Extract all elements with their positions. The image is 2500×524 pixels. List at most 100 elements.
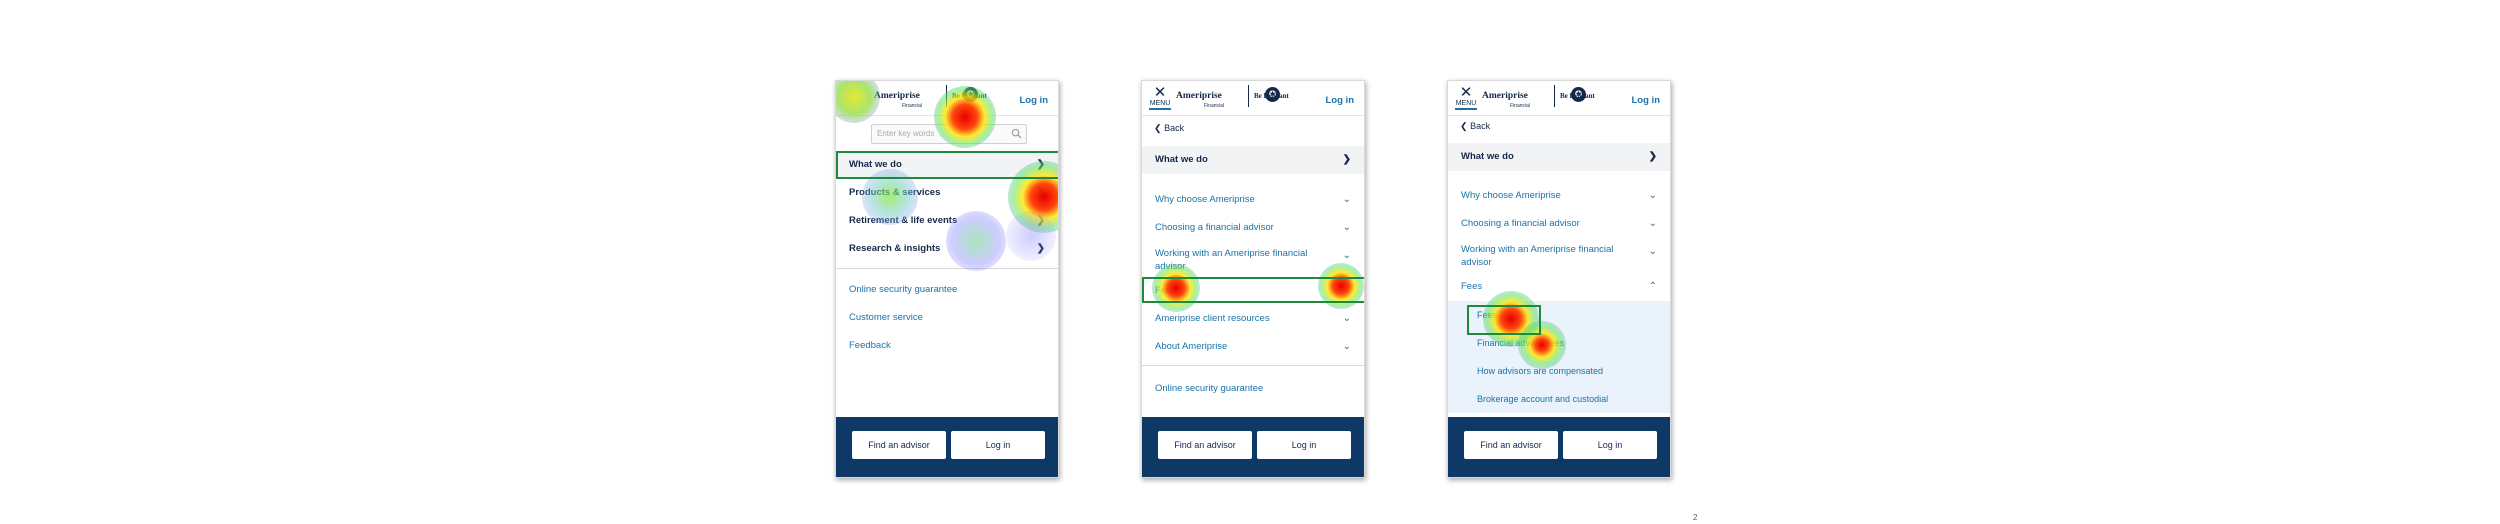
logo-wordmark: Ameriprise <box>1176 91 1222 101</box>
find-advisor-button[interactable]: Find an advisor <box>1464 431 1558 459</box>
brand-tagline: Be Brilliant <box>1554 85 1595 107</box>
link-label: Feedback <box>849 340 891 351</box>
link-online-security[interactable]: Online security guarantee <box>1142 375 1364 403</box>
chevron-right-icon: ❯ <box>1648 151 1657 162</box>
back-label: Back <box>1470 121 1491 131</box>
item-about[interactable]: About Ameriprise ⌄ <box>1142 333 1364 361</box>
search-icon[interactable] <box>1011 128 1022 139</box>
site-header: Ameriprise Financial ✪ Be Brilliant Log … <box>836 81 1058 116</box>
find-advisor-button[interactable]: Find an advisor <box>852 431 946 459</box>
item-fees[interactable]: Fees ⌄ <box>1142 277 1364 305</box>
brand-tagline: Be Brilliant <box>946 85 987 107</box>
header-login-link[interactable]: Log in <box>1631 95 1661 106</box>
section-label: What we do <box>1461 151 1514 162</box>
link-feedback[interactable]: Feedback <box>836 332 1058 360</box>
subitem-label: Financial advisor fees <box>1477 338 1565 348</box>
chevron-down-icon: ⌄ <box>1342 341 1351 352</box>
close-icon: ✕ <box>1153 84 1167 101</box>
chevron-down-icon: ⌄ <box>1342 285 1351 296</box>
item-working-advisor[interactable]: Working with an Ameriprise financial adv… <box>1142 242 1364 276</box>
link-label: Customer service <box>849 312 923 323</box>
close-icon: ✕ <box>1459 84 1473 101</box>
menu-label: MENU <box>1455 100 1477 110</box>
nav-what-we-do[interactable]: What we do ❯ <box>836 151 1058 179</box>
footer-login-button[interactable]: Log in <box>1257 431 1351 459</box>
chevron-left-icon: ❮ <box>1460 121 1468 131</box>
logo-wordmark: Ameriprise <box>874 91 920 101</box>
item-label: Fees <box>1155 285 1177 296</box>
subitem-financial-advisor-fees[interactable]: Financial advisor fees <box>1448 329 1670 357</box>
chevron-left-icon: ❮ <box>1154 123 1162 133</box>
subitem-brokerage-custodial[interactable]: Brokerage account and custodial <box>1448 385 1670 413</box>
footer-login-button[interactable]: Log in <box>951 431 1045 459</box>
subitem-label: Brokerage account and custodial <box>1477 394 1609 404</box>
header-login-link[interactable]: Log in <box>1019 95 1049 106</box>
link-online-security[interactable]: Online security guarantee <box>836 276 1058 304</box>
back-button[interactable]: ❮ Back <box>1460 121 1490 132</box>
site-header: ✕ MENU Ameriprise Financial ✪ Be Brillia… <box>1448 81 1670 116</box>
back-label: Back <box>1164 123 1185 133</box>
logo-subtext: Financial <box>1204 103 1225 109</box>
item-label: Choosing a financial advisor <box>1155 222 1274 233</box>
item-label: About Ameriprise <box>1155 341 1228 352</box>
menu-close-button[interactable]: ✕ MENU <box>1455 85 1477 113</box>
item-why-choose[interactable]: Why choose Ameriprise ⌄ <box>1448 182 1670 210</box>
footer-bar: Find an advisor Log in <box>1142 417 1364 477</box>
nav-label: Products & services <box>849 187 941 198</box>
screen-main-menu: Ameriprise Financial ✪ Be Brilliant Log … <box>835 80 1059 478</box>
nav-products-services[interactable]: Products & services ❯ <box>836 179 1058 207</box>
nav-retirement-life-events[interactable]: Retirement & life events ❯ <box>836 207 1058 235</box>
find-advisor-button[interactable]: Find an advisor <box>1158 431 1252 459</box>
chevron-right-icon: ❯ <box>1036 187 1045 198</box>
item-label: Choosing a financial advisor <box>1461 218 1580 229</box>
link-customer-service[interactable]: Customer service <box>836 304 1058 332</box>
divider <box>1142 365 1364 366</box>
chevron-right-icon: ❯ <box>1036 215 1045 226</box>
section-what-we-do[interactable]: What we do ❯ <box>1448 143 1670 171</box>
logo-wordmark: Ameriprise <box>1482 91 1528 101</box>
item-label: Working with an Ameriprise financial adv… <box>1155 248 1308 272</box>
chevron-down-icon: ⌄ <box>1342 194 1351 205</box>
link-label: Online security guarantee <box>1155 383 1264 394</box>
link-label: Online security guarantee <box>849 284 958 295</box>
item-choosing-advisor[interactable]: Choosing a financial advisor ⌄ <box>1448 210 1670 238</box>
item-label: Working with an Ameriprise financial adv… <box>1461 244 1614 268</box>
item-label: Why choose Ameriprise <box>1155 194 1255 205</box>
chevron-right-icon: ❯ <box>1342 154 1351 165</box>
screen-fees-expanded: ✕ MENU Ameriprise Financial ✪ Be Brillia… <box>1447 80 1671 478</box>
logo-emblem-icon: ✪ <box>1571 87 1586 102</box>
page-number: 2 <box>1693 513 1698 522</box>
subitem-advisor-compensation[interactable]: How advisors are compensated <box>1448 357 1670 385</box>
chevron-down-icon: ⌄ <box>1342 222 1351 233</box>
logo-emblem-icon: ✪ <box>1265 87 1280 102</box>
subitem-fees[interactable]: Fees <box>1448 301 1670 329</box>
search-placeholder: Enter key words <box>877 129 935 138</box>
chevron-down-icon: ⌄ <box>1342 313 1351 324</box>
header-login-link[interactable]: Log in <box>1325 95 1355 106</box>
section-what-we-do[interactable]: What we do ❯ <box>1142 146 1364 174</box>
nav-label: What we do <box>849 159 902 170</box>
menu-close-button[interactable]: ✕ MENU <box>1149 85 1171 113</box>
nav-label: Retirement & life events <box>849 215 958 226</box>
item-client-resources[interactable]: Ameriprise client resources ⌄ <box>1142 305 1364 333</box>
search-input[interactable]: Enter key words <box>871 124 1027 144</box>
footer-bar: Find an advisor Log in <box>1448 417 1670 477</box>
logo-subtext: Financial <box>1510 103 1531 109</box>
nav-research-insights[interactable]: Research & insights ❯ <box>836 235 1058 263</box>
logo-subtext: Financial <box>902 103 923 109</box>
chevron-down-icon: ⌄ <box>1342 250 1351 261</box>
chevron-down-icon: ⌄ <box>1648 246 1657 257</box>
back-button[interactable]: ❮ Back <box>1154 123 1184 134</box>
chevron-down-icon: ⌄ <box>1648 190 1657 201</box>
item-why-choose[interactable]: Why choose Ameriprise ⌄ <box>1142 186 1364 214</box>
chevron-down-icon: ⌄ <box>1648 218 1657 229</box>
subitem-label: How advisors are compensated <box>1477 366 1604 376</box>
item-choosing-advisor[interactable]: Choosing a financial advisor ⌄ <box>1142 214 1364 242</box>
item-working-advisor[interactable]: Working with an Ameriprise financial adv… <box>1448 238 1670 272</box>
chevron-right-icon: ❯ <box>1036 243 1045 254</box>
nav-label: Research & insights <box>849 243 941 254</box>
footer-login-button[interactable]: Log in <box>1563 431 1657 459</box>
item-fees-expanded[interactable]: Fees ⌃ <box>1448 273 1670 301</box>
divider <box>836 268 1058 269</box>
item-label: Why choose Ameriprise <box>1461 190 1561 201</box>
